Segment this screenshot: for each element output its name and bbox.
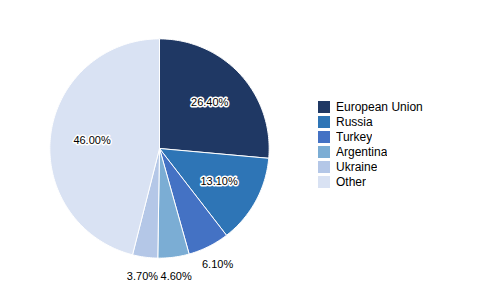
svg-text:3.70%: 3.70% [127, 270, 158, 282]
html-text:Argentina: Argentina [336, 145, 388, 159]
svg-text:26.40%: 26.40% [191, 96, 229, 108]
html-text:Ukraine: Ukraine [336, 160, 378, 174]
svg-text:13.10%: 13.10% [200, 175, 238, 187]
html-text:Turkey: Turkey [336, 130, 373, 144]
html-text:Other: Other [336, 175, 366, 189]
svg-text:6.10%: 6.10% [202, 258, 233, 270]
svg-text:4.60%: 4.60% [161, 270, 192, 282]
html-text:Russia: Russia [336, 115, 373, 129]
html-text:European Union: European Union [336, 100, 423, 114]
svg-text:46.00%: 46.00% [73, 134, 111, 146]
